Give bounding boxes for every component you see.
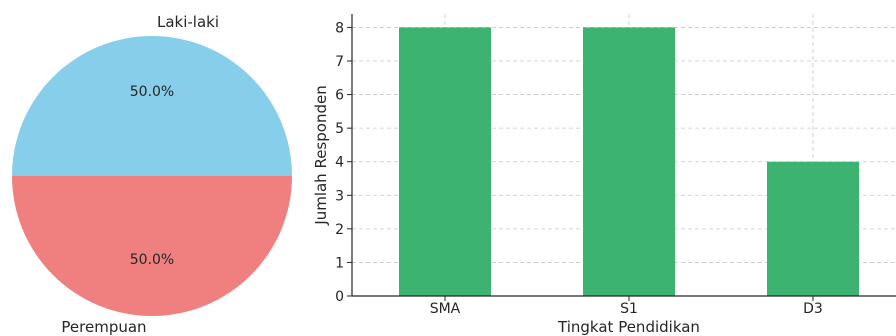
pie-percent-perempuan: 50.0% (130, 252, 174, 268)
bar-d3 (767, 161, 859, 296)
bars (399, 27, 859, 297)
y-tick-label: 6 (335, 88, 344, 104)
y-tick-label: 1 (335, 255, 344, 271)
y-axis-label: Jumlah Responden (312, 85, 330, 225)
bar-chart: 0 1 2 3 4 5 6 7 8 SMA S1 D3 Tingkat Pendidikan Jum… (312, 14, 896, 336)
x-tick-label: S1 (620, 301, 638, 317)
pie-label-laki-laki: Laki-laki (157, 13, 219, 31)
x-tick-label: SMA (430, 301, 461, 317)
pie-percent-laki-laki: 50.0% (130, 84, 174, 100)
y-tick-label: 2 (335, 222, 344, 238)
y-tick-label: 4 (335, 155, 344, 171)
pie-label-perempuan: Perempuan (61, 318, 146, 336)
y-axis-ticks: 0 1 2 3 4 5 6 7 8 (335, 20, 352, 305)
bar-sma (399, 27, 491, 297)
y-tick-label: 3 (335, 188, 344, 204)
y-tick-label: 7 (335, 54, 344, 70)
y-tick-label: 8 (335, 20, 344, 36)
x-axis-label: Tingkat Pendidikan (557, 318, 700, 336)
x-tick-label: D3 (803, 301, 823, 317)
pie-slice-laki-laki (12, 36, 292, 176)
y-tick-label: 0 (335, 289, 344, 305)
pie-chart: Laki-laki Perempuan 50.0% 50.0% (12, 13, 292, 336)
x-axis-ticks: SMA S1 D3 (430, 296, 823, 317)
bar-s1 (583, 27, 675, 297)
pie-slice-perempuan (12, 176, 292, 316)
y-tick-label: 5 (335, 121, 344, 137)
